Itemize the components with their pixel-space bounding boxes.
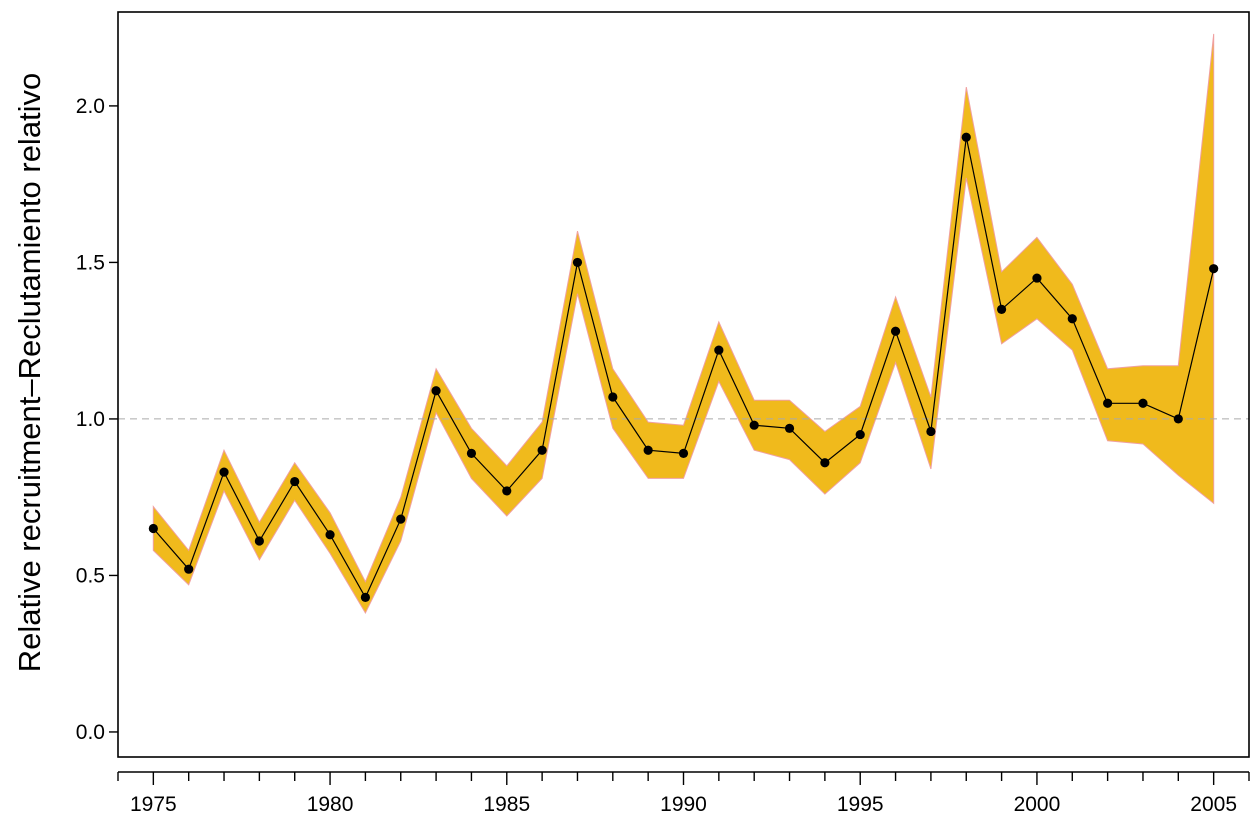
data-point (572, 257, 583, 268)
data-points-layer (148, 132, 1219, 602)
data-point (431, 386, 441, 396)
data-point (1173, 414, 1183, 424)
data-point (855, 429, 865, 440)
x-tick-label: 2005 (1190, 793, 1237, 816)
data-point (290, 476, 300, 487)
x-tick-label: 1980 (307, 793, 354, 816)
data-point (1138, 398, 1148, 408)
data-point (254, 536, 264, 546)
data-point (890, 326, 901, 336)
y-tick-label: 1.5 (76, 251, 105, 274)
data-point (678, 448, 689, 458)
data-point (714, 345, 724, 355)
data-point (360, 592, 371, 602)
x-tick-label: 2000 (1014, 793, 1061, 816)
data-point (537, 445, 547, 455)
series-line (152, 137, 1215, 599)
data-point (219, 467, 229, 477)
x-axis: 1975 1980 1985 1990 1995 2000 2005 (117, 771, 1250, 816)
confidence-band (152, 33, 1215, 615)
data-point (148, 523, 158, 534)
data-point (820, 458, 830, 468)
y-tick-label: 2.0 (76, 95, 105, 118)
confidence-band-layer (152, 33, 1215, 615)
y-axis-label: Relative recruitment–Reclutamiento relat… (12, 73, 47, 673)
data-point (996, 304, 1007, 314)
x-tick-label: 1990 (660, 793, 707, 816)
data-point (749, 420, 759, 430)
x-tick-label: 1975 (130, 793, 177, 816)
data-point (784, 423, 795, 433)
x-tick-label: 1985 (483, 793, 530, 816)
data-point (466, 448, 477, 458)
data-point (184, 564, 194, 574)
data-point (1032, 273, 1042, 283)
plot-frame (117, 11, 1250, 758)
data-point (1209, 264, 1219, 274)
x-tick-label: 1995 (837, 793, 884, 816)
y-tick-label: 1.0 (76, 408, 105, 431)
data-point (502, 486, 512, 496)
data-point (961, 132, 971, 142)
y-tick-label: 0.0 (76, 721, 105, 744)
y-axis: 0.0 0.5 1.0 1.5 2.0 (76, 95, 118, 744)
data-point (1103, 398, 1113, 408)
data-point (608, 392, 618, 402)
data-point (926, 426, 936, 437)
data-point (325, 530, 335, 540)
data-point (643, 445, 653, 455)
data-point (396, 514, 406, 524)
series-line-layer (152, 137, 1215, 599)
y-tick-label: 0.5 (76, 564, 105, 587)
data-point (1067, 314, 1077, 324)
